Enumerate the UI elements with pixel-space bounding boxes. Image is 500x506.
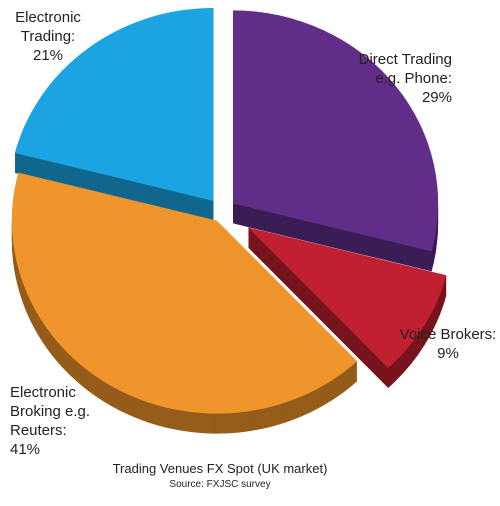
slice (233, 10, 439, 252)
slice (14, 7, 214, 201)
value-label: 41% (10, 441, 41, 458)
value-label: 9% (437, 345, 459, 362)
slice-label: Voice Brokers: 9% (398, 325, 498, 363)
category-label: Electronic Broking e.g. Reuters: (10, 384, 91, 439)
chart-title: Trading Venues FX Spot (UK market) (112, 461, 328, 476)
value-label: 21% (32, 47, 64, 64)
category-label: Direct Trading e.g. Phone: (358, 51, 452, 87)
slice (247, 227, 447, 368)
slice (11, 172, 358, 414)
slice-label: Direct Trading e.g. Phone: 29% (332, 50, 452, 107)
category-label: Voice Brokers: (399, 326, 497, 343)
value-label: 29% (421, 89, 452, 106)
category-label: Electronic Trading: (15, 9, 81, 45)
slice-label: Electronic Broking e.g. Reuters: 41% (10, 383, 130, 459)
chart-subtitle: Source: FXJSC survey (169, 479, 271, 490)
slice-label: Electronic Trading: 21% (8, 8, 88, 65)
